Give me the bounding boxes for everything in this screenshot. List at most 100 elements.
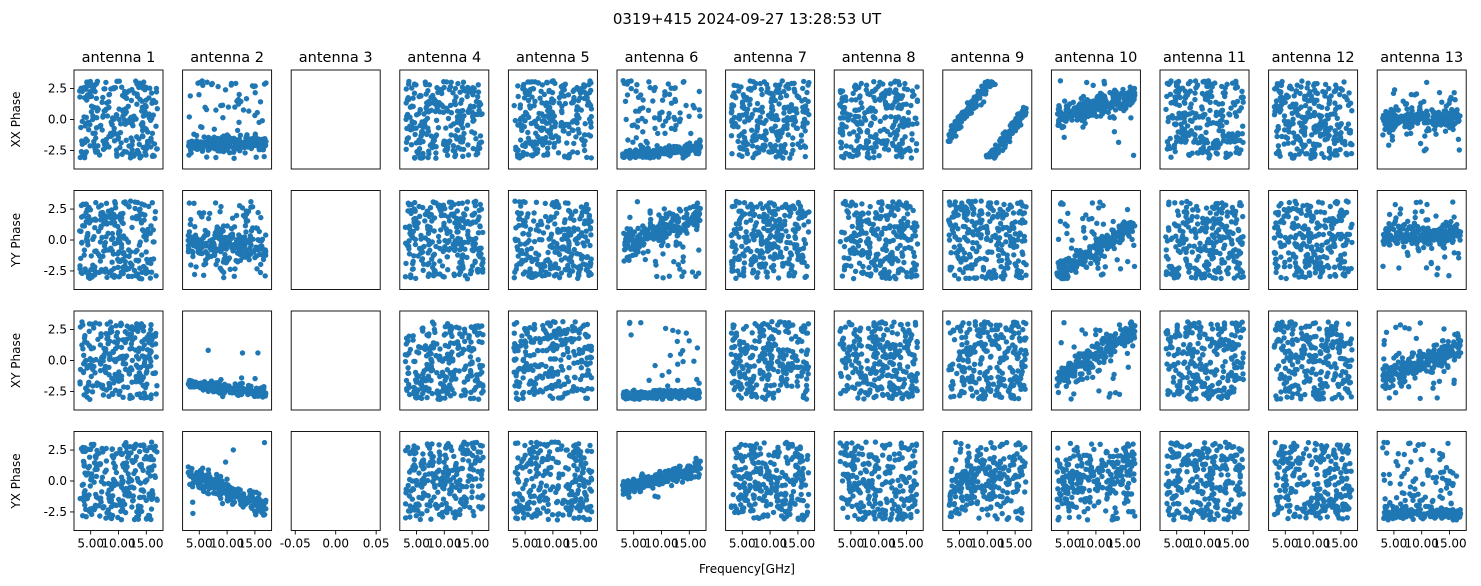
- data-point: [904, 86, 911, 93]
- data-point: [512, 117, 518, 124]
- data-point: [904, 211, 911, 217]
- data-point: [659, 97, 666, 103]
- data-point: [558, 257, 565, 263]
- data-point: [88, 253, 95, 259]
- data-point: [650, 98, 656, 104]
- data-point: [219, 267, 225, 274]
- data-point: [518, 247, 525, 254]
- data-point: [448, 79, 454, 86]
- data-point: [445, 267, 451, 273]
- data-point: [1077, 105, 1084, 112]
- data-point: [514, 244, 520, 250]
- data-point: [1234, 84, 1241, 90]
- data-point: [748, 248, 754, 255]
- data-point: [244, 132, 250, 138]
- data-point: [1071, 106, 1077, 113]
- data-point: [117, 240, 123, 246]
- data-point: [514, 262, 520, 269]
- data-point: [529, 94, 535, 100]
- data-point: [531, 238, 538, 245]
- data-point: [913, 147, 920, 154]
- data-point: [402, 274, 409, 280]
- data-point: [623, 116, 629, 123]
- data-point: [622, 153, 629, 159]
- data-point: [1349, 142, 1355, 148]
- data-point: [798, 132, 805, 138]
- data-point: [838, 139, 844, 145]
- data-point: [741, 260, 748, 266]
- data-point: [464, 276, 471, 282]
- data-point: [450, 147, 456, 154]
- data-point: [796, 215, 802, 222]
- data-point: [1180, 138, 1187, 144]
- data-point: [435, 125, 442, 131]
- data-point: [420, 267, 426, 273]
- data-point: [222, 87, 229, 93]
- data-point: [860, 263, 866, 270]
- data-point: [224, 237, 230, 244]
- data-point: [410, 228, 416, 235]
- data-point: [588, 113, 594, 120]
- data-point: [242, 150, 248, 156]
- data-point: [566, 130, 572, 137]
- data-point: [909, 137, 915, 143]
- data-point: [845, 209, 851, 216]
- data-point: [203, 106, 210, 113]
- data-point: [902, 235, 908, 241]
- data-point: [1289, 110, 1295, 117]
- data-point: [550, 115, 556, 121]
- data-point: [516, 216, 522, 222]
- data-point: [1056, 105, 1063, 111]
- data-point: [868, 120, 874, 127]
- data-point: [677, 110, 683, 116]
- data-point: [1058, 111, 1064, 118]
- data-point: [1227, 112, 1233, 118]
- data-point: [749, 204, 756, 210]
- data-point: [477, 101, 484, 108]
- data-point: [467, 103, 474, 109]
- data-point: [1233, 78, 1239, 85]
- data-point: [697, 137, 703, 143]
- data-point: [97, 253, 103, 259]
- data-point: [231, 273, 237, 279]
- data-point: [738, 208, 744, 214]
- data-point: [236, 240, 242, 247]
- data-point: [191, 200, 197, 206]
- data-point: [473, 235, 479, 242]
- subplot-panel: [399, 69, 490, 170]
- data-point: [475, 89, 482, 95]
- data-point: [749, 127, 755, 133]
- data-point: [236, 232, 242, 238]
- data-point: [910, 207, 916, 214]
- data-point: [640, 97, 646, 103]
- data-point: [1279, 133, 1285, 140]
- data-point: [1187, 117, 1194, 124]
- data-point: [1011, 125, 1017, 131]
- data-point: [410, 260, 416, 267]
- data-point: [1111, 95, 1117, 101]
- data-point: [84, 233, 90, 240]
- data-point: [137, 96, 143, 103]
- data-point: [1127, 102, 1133, 108]
- data-point: [689, 269, 696, 275]
- data-point: [529, 153, 536, 159]
- data-point: [259, 144, 265, 150]
- data-point: [1308, 93, 1315, 99]
- data-point: [85, 242, 91, 248]
- data-point: [749, 143, 756, 149]
- data-point: [460, 135, 466, 141]
- data-point: [191, 131, 197, 137]
- data-point: [459, 84, 466, 90]
- data-point: [983, 152, 990, 159]
- data-point: [459, 217, 466, 224]
- data-point: [240, 107, 247, 113]
- data-point: [732, 255, 738, 261]
- data-point: [1293, 101, 1299, 107]
- data-point: [525, 129, 531, 136]
- data-point: [1380, 132, 1386, 138]
- data-point: [650, 154, 657, 160]
- data-point: [428, 107, 434, 114]
- data-point: [541, 91, 547, 98]
- data-point: [1206, 145, 1213, 151]
- data-point: [233, 212, 240, 219]
